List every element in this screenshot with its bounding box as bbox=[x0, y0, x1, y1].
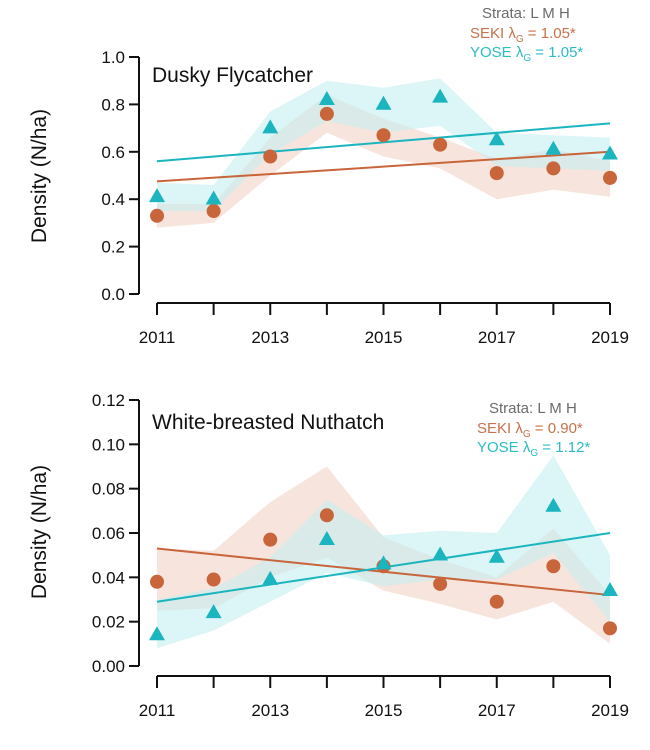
x-tick-label: 2017 bbox=[478, 328, 516, 347]
trend-line-yose bbox=[156, 122, 611, 163]
point-seki-2018 bbox=[546, 559, 561, 574]
point-yose-2014 bbox=[318, 90, 335, 105]
point-seki-2016 bbox=[433, 576, 448, 591]
y-tick-label: 0.08 bbox=[92, 480, 125, 499]
y-tick-label: 1.0 bbox=[101, 48, 125, 67]
x-tick-label: 2017 bbox=[478, 701, 516, 720]
chart-panel-dusky-flycatcher: 0.0 0.2 0.4 0.6 0.8 1.0 2011 2013 2015 2017 2019 D… bbox=[28, 5, 629, 347]
point-yose-2015 bbox=[375, 555, 392, 570]
legend-header: Strata: L M H bbox=[489, 400, 577, 417]
x-tick-label: 2013 bbox=[251, 328, 289, 347]
x-tick-label: 2011 bbox=[139, 701, 176, 720]
y-tick-label: 0.2 bbox=[101, 238, 125, 257]
legend: Strata: L M H SEKI λG = 0.90*YOSE λG = 1.… bbox=[477, 400, 590, 459]
legend-entry-yose: YOSE λG = 1.12* bbox=[477, 439, 590, 459]
point-seki-2019 bbox=[603, 621, 617, 636]
point-seki-2017 bbox=[489, 594, 504, 609]
point-seki-2014 bbox=[319, 106, 334, 121]
point-yose-2019 bbox=[602, 581, 618, 596]
chart-title: Dusky Flycatcher bbox=[152, 64, 313, 87]
data-points bbox=[149, 88, 618, 223]
point-yose-2015 bbox=[375, 95, 392, 110]
legend-entry-seki: SEKI λG = 0.90* bbox=[477, 420, 583, 440]
y-tick-label: 0.6 bbox=[101, 143, 125, 162]
band-yose bbox=[157, 455, 610, 649]
band-seki bbox=[157, 94, 610, 228]
point-yose-2011 bbox=[149, 626, 165, 641]
point-yose-2014 bbox=[318, 530, 335, 545]
y-axis-title: Density (N/ha) bbox=[28, 109, 51, 243]
x-tick-label: 2013 bbox=[251, 701, 289, 720]
y-tick-label: 0.00 bbox=[92, 657, 125, 676]
confidence-bands bbox=[157, 455, 610, 649]
point-yose-2017 bbox=[488, 131, 505, 146]
chart-title: White-breasted Nuthatch bbox=[152, 411, 384, 434]
point-seki-2014 bbox=[319, 508, 334, 523]
point-yose-2013 bbox=[262, 119, 279, 134]
point-yose-2011 bbox=[149, 188, 165, 203]
point-yose-2016 bbox=[432, 88, 449, 103]
x-tick-label: 2019 bbox=[591, 328, 629, 347]
legend-entry-seki: SEKI λG = 1.05* bbox=[470, 25, 576, 45]
point-seki-2015 bbox=[376, 128, 391, 143]
point-yose-2018 bbox=[545, 140, 562, 155]
point-yose-2016 bbox=[432, 546, 449, 561]
x-tick-label: 2019 bbox=[591, 701, 629, 720]
legend-header: Strata: L M H bbox=[482, 5, 570, 22]
y-tick-label: 0.10 bbox=[92, 435, 125, 454]
point-seki-2011 bbox=[150, 574, 164, 589]
y-tick-label: 0.0 bbox=[101, 285, 125, 304]
y-axis-title: Density (N/ha) bbox=[28, 465, 51, 599]
x-tick-label: 2015 bbox=[365, 701, 403, 720]
chart-panel-white-breasted-nuthatch: 0.00 0.02 0.04 0.06 0.08 0.10 0.12 2011 2013 2015… bbox=[28, 391, 629, 720]
y-tick-label: 0.06 bbox=[92, 524, 125, 543]
point-yose-2018 bbox=[545, 497, 562, 512]
axes: 0.0 0.2 0.4 0.6 0.8 1.0 2011 2013 2015 2017 2019 bbox=[101, 48, 629, 347]
y-tick-label: 0.4 bbox=[101, 190, 125, 209]
trend-lines bbox=[156, 122, 611, 183]
x-tick-label: 2011 bbox=[139, 328, 176, 347]
point-yose-2017 bbox=[488, 548, 505, 563]
point-seki-2012 bbox=[206, 572, 221, 587]
trend-line-seki bbox=[156, 150, 611, 183]
legend: Strata: L M H SEKI λG = 1.05*YOSE λG = 1.… bbox=[470, 5, 583, 64]
point-yose-2019 bbox=[602, 145, 618, 160]
point-seki-2011 bbox=[150, 208, 164, 223]
point-seki-2017 bbox=[489, 166, 504, 181]
y-tick-label: 0.04 bbox=[92, 568, 125, 587]
y-tick-label: 0.8 bbox=[101, 95, 125, 114]
y-tick-label: 0.12 bbox=[92, 391, 125, 410]
point-yose-2012 bbox=[205, 604, 222, 619]
axes: 0.00 0.02 0.04 0.06 0.08 0.10 0.12 2011 2013 2015… bbox=[92, 391, 629, 720]
point-yose-2012 bbox=[205, 190, 222, 205]
legend-entry-yose: YOSE λG = 1.05* bbox=[470, 44, 583, 64]
point-seki-2018 bbox=[546, 161, 561, 176]
point-seki-2013 bbox=[263, 149, 278, 164]
x-tick-label: 2015 bbox=[365, 328, 403, 347]
y-tick-label: 0.02 bbox=[92, 613, 125, 632]
point-seki-2019 bbox=[603, 170, 617, 185]
point-seki-2012 bbox=[206, 204, 221, 219]
point-seki-2013 bbox=[263, 532, 278, 547]
point-seki-2016 bbox=[433, 137, 448, 152]
data-points bbox=[149, 497, 618, 641]
point-yose-2013 bbox=[262, 570, 279, 585]
